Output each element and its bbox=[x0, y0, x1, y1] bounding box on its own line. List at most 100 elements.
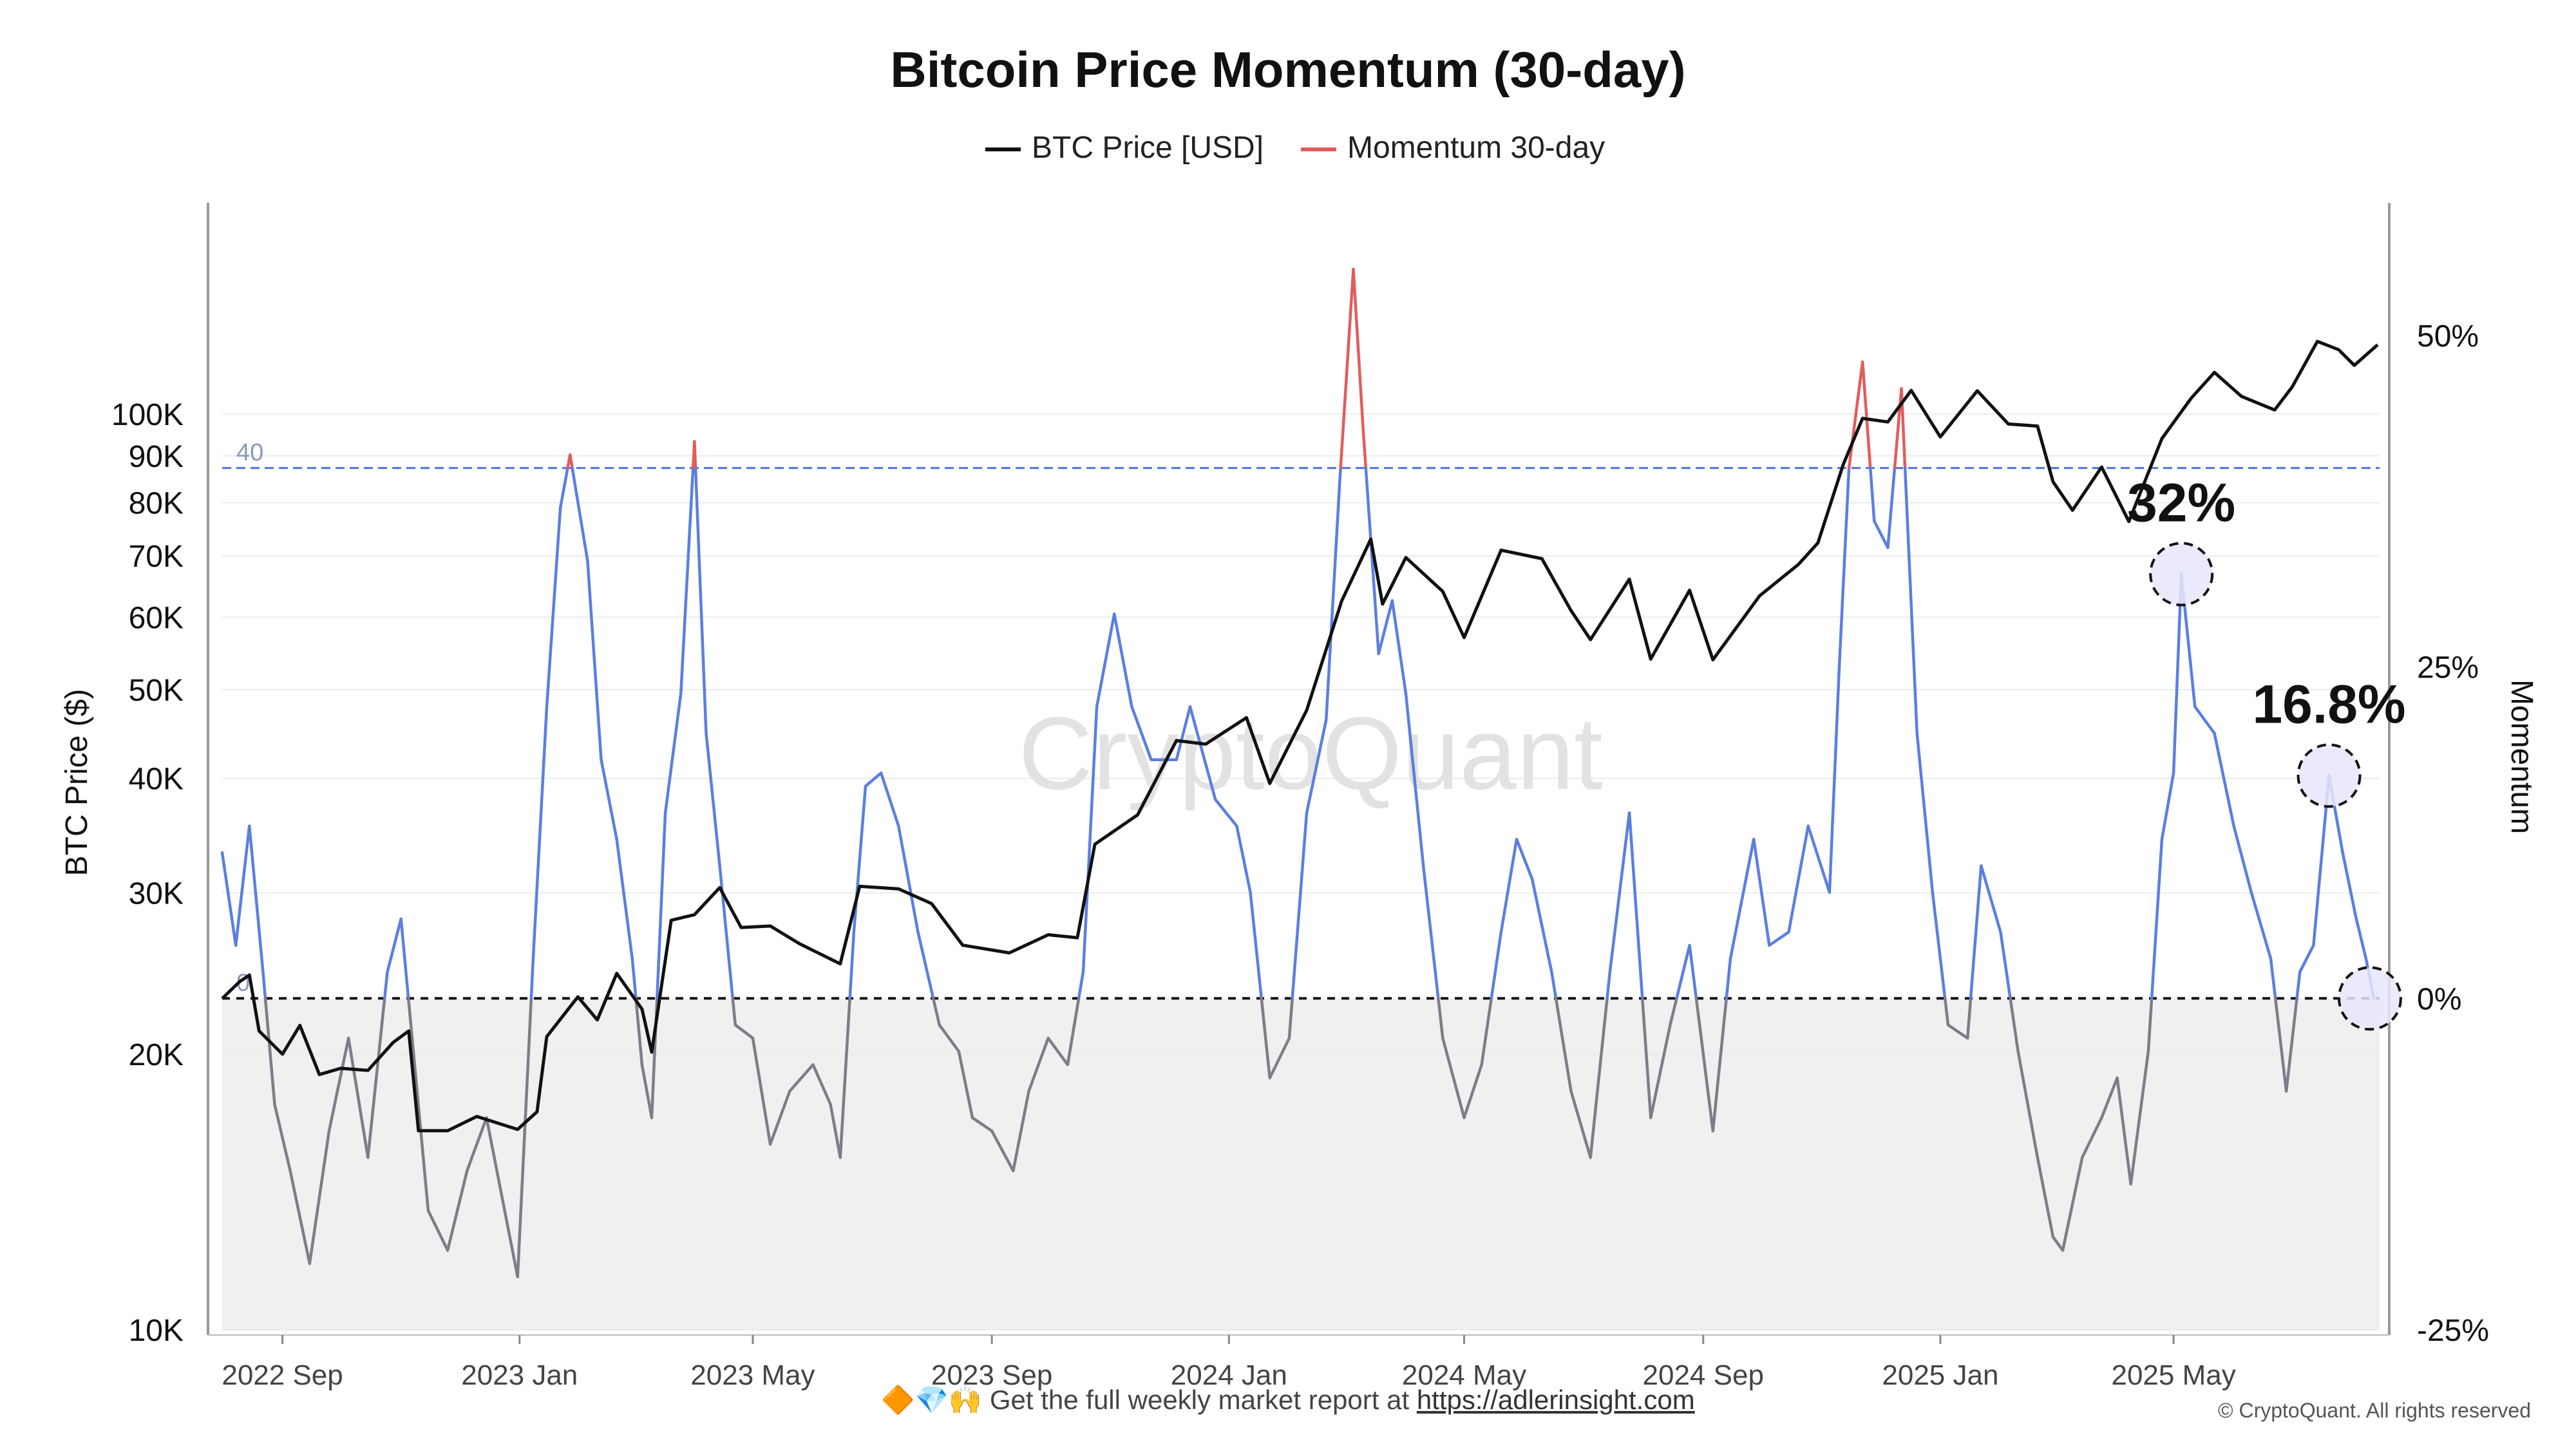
momentum-line-segment bbox=[2080, 1116, 2103, 1159]
momentum-line-segment bbox=[1915, 732, 1935, 894]
momentum-line-segment bbox=[829, 1103, 842, 1159]
y-left-tick-label: 50K bbox=[129, 674, 184, 708]
reference-line-label: 40 bbox=[236, 439, 263, 466]
momentum-line-segment bbox=[531, 705, 549, 960]
momentum-line-segment bbox=[1130, 705, 1153, 761]
momentum-line-segment bbox=[234, 824, 251, 947]
y-left-tick-label: 40K bbox=[129, 762, 184, 797]
momentum-line-segment bbox=[788, 1063, 815, 1093]
momentum-line-segment bbox=[1605, 970, 1612, 1000]
momentum-line-segment bbox=[1095, 612, 1116, 708]
footer-link[interactable]: https://adlerinsight.com bbox=[1416, 1385, 1695, 1415]
momentum-line-segment bbox=[273, 1103, 292, 1173]
momentum-line-segment bbox=[568, 453, 574, 470]
momentum-line-segment bbox=[2249, 891, 2273, 960]
momentum-line-segment bbox=[1291, 811, 1309, 1000]
momentum-line-segment bbox=[693, 440, 697, 470]
momentum-line-segment bbox=[1861, 360, 1872, 470]
legend: BTC Price [USD] Momentum 30-day bbox=[985, 131, 1605, 165]
momentum-line-segment bbox=[694, 466, 708, 735]
momentum-line-segment bbox=[1999, 931, 2012, 1000]
momentum-line-segment bbox=[1188, 705, 1217, 801]
momentum-line-segment bbox=[1352, 267, 1365, 430]
momentum-line-segment bbox=[2273, 997, 2288, 1093]
momentum-line-segment bbox=[1175, 705, 1192, 761]
momentum-line-segment bbox=[1711, 997, 1728, 1133]
footer-emojis: 🔶💎🙌 bbox=[881, 1385, 983, 1415]
y-left-axis-title: BTC Price ($) bbox=[60, 689, 94, 876]
momentum-line-segment bbox=[990, 1129, 1015, 1173]
momentum-line-segment bbox=[864, 772, 883, 788]
legend-momentum-label: Momentum 30-day bbox=[1347, 131, 1605, 165]
momentum-line-segment bbox=[220, 851, 238, 947]
momentum-line-segment bbox=[879, 772, 900, 828]
momentum-line-segment bbox=[2016, 1050, 2040, 1159]
momentum-line-segment bbox=[1235, 824, 1252, 894]
momentum-line-segment bbox=[2160, 772, 2175, 841]
annotation-circle bbox=[2297, 743, 2362, 808]
y-left-tick-label: 10K bbox=[129, 1314, 184, 1348]
momentum-line-segment bbox=[327, 1036, 350, 1133]
y-left-tick-label: 90K bbox=[129, 440, 184, 474]
momentum-line-segment bbox=[2354, 917, 2368, 960]
momentum-line-segment bbox=[446, 1169, 469, 1252]
series-layer bbox=[220, 267, 2379, 1278]
momentum-line-segment bbox=[916, 931, 935, 1000]
x-tick-label: 2024 May bbox=[1402, 1359, 1526, 1391]
momentum-line-segment bbox=[838, 997, 851, 1159]
momentum-line-segment bbox=[1886, 466, 1897, 549]
y-right-tick-label: 50% bbox=[2417, 319, 2479, 354]
momentum-line-segment bbox=[346, 1036, 370, 1159]
annotation-circle bbox=[2337, 966, 2402, 1031]
momentum-line-segment bbox=[1012, 1090, 1030, 1173]
momentum-line-segment bbox=[1268, 1036, 1291, 1080]
momentum-line-segment bbox=[1046, 1036, 1070, 1066]
copyright: © CryptoQuant. All rights reserved bbox=[2218, 1399, 2531, 1422]
momentum-line-segment bbox=[718, 864, 734, 1000]
chart-title: Bitcoin Price Momentum (30-day) bbox=[890, 41, 1685, 98]
x-tick-label: 2024 Jan bbox=[1171, 1359, 1287, 1391]
momentum-line-segment bbox=[1324, 480, 1341, 722]
momentum-line-segment bbox=[1390, 599, 1408, 696]
momentum-line-segment bbox=[1903, 466, 1918, 735]
footer: 🔶💎🙌 Get the full weekly market report at… bbox=[0, 1385, 2576, 1416]
x-tick-label: 2023 Sep bbox=[931, 1359, 1052, 1391]
momentum-line-segment bbox=[1965, 997, 1973, 1040]
momentum-line-segment bbox=[938, 1023, 961, 1053]
momentum-line-segment bbox=[634, 997, 644, 1066]
momentum-line-segment bbox=[466, 1116, 488, 1173]
momentum-line-segment bbox=[1027, 1036, 1050, 1093]
momentum-line-segment bbox=[1463, 1063, 1483, 1119]
momentum-line-segment bbox=[2284, 997, 2298, 1093]
momentum-line-segment bbox=[386, 917, 402, 974]
momentum-line-segment bbox=[1931, 891, 1947, 1000]
momentum-line-segment bbox=[383, 970, 389, 1000]
momentum-line-segment bbox=[1688, 943, 1698, 1000]
x-tick-label: 2025 Jan bbox=[1882, 1359, 1998, 1391]
momentum-line-segment bbox=[2298, 943, 2315, 974]
annotation-circle bbox=[2149, 542, 2214, 607]
momentum-line-segment bbox=[2150, 837, 2164, 1000]
momentum-line-segment bbox=[516, 997, 533, 1278]
momentum-line-segment bbox=[1490, 931, 1503, 1000]
momentum-line-segment bbox=[1364, 466, 1380, 656]
momentum-line-segment bbox=[2193, 705, 2216, 735]
y-left-tick-label: 30K bbox=[129, 876, 184, 911]
x-tick-label: 2023 May bbox=[690, 1359, 815, 1391]
plot-area: 400 bbox=[222, 413, 2380, 1331]
momentum-line-segment bbox=[615, 837, 634, 960]
momentum-line-segment bbox=[1213, 798, 1238, 828]
momentum-line-segment bbox=[1837, 466, 1851, 668]
momentum-line-segment bbox=[734, 1023, 755, 1040]
y-right-tick-label: 0% bbox=[2417, 982, 2461, 1016]
momentum-line-segment bbox=[2213, 732, 2235, 828]
momentum-line-segment bbox=[1728, 837, 1756, 960]
momentum-line-segment bbox=[1305, 718, 1328, 815]
momentum-line-segment bbox=[1515, 837, 1534, 881]
momentum-line-segment bbox=[1550, 970, 1558, 1000]
y-right-tick-label: -25% bbox=[2417, 1314, 2489, 1348]
momentum-line-segment bbox=[1641, 997, 1653, 1119]
momentum-line-segment bbox=[545, 506, 562, 708]
momentum-line-segment bbox=[1980, 864, 2002, 934]
momentum-line-segment bbox=[971, 1116, 994, 1133]
